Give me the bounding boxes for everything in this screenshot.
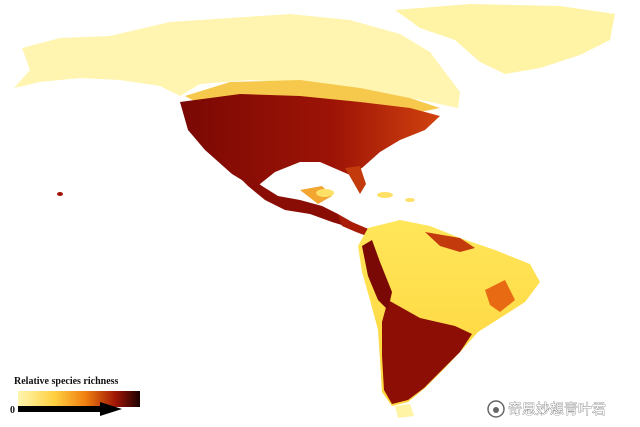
watermark: 奇思妙想青叶君 — [487, 400, 606, 418]
legend-arrow — [18, 402, 122, 416]
legend-min-label: 0 — [10, 405, 15, 416]
legend: Relative species richness 0 — [10, 376, 140, 416]
watermark-icon — [487, 400, 505, 418]
watermark-icon-dot — [493, 407, 499, 413]
legend-gradient — [18, 391, 140, 407]
watermark-text: 奇思妙想青叶君 — [508, 401, 606, 418]
legend-title: Relative species richness — [14, 376, 119, 387]
landmass — [14, 4, 615, 418]
